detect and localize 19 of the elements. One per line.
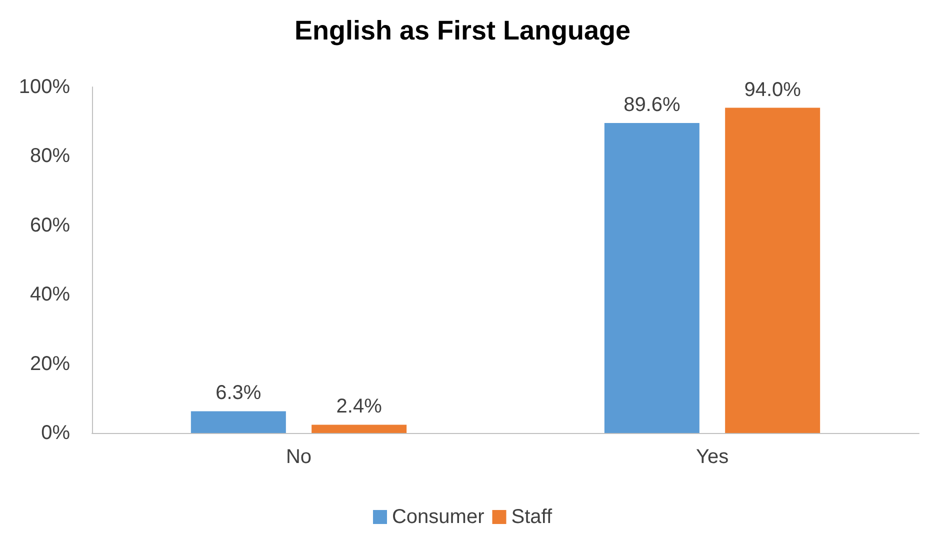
y-tick-label: 100% [18, 76, 70, 98]
bar [604, 122, 700, 433]
x-tick-label: No [286, 446, 312, 468]
bar [190, 411, 286, 433]
chart-title: English as First Language [294, 16, 631, 46]
bar [725, 108, 820, 433]
y-tick-label: 80% [30, 145, 70, 168]
y-tick-label: 40% [30, 284, 70, 306]
bar [312, 424, 407, 433]
data-label: 89.6% [624, 94, 680, 116]
data-label: 6.3% [216, 382, 262, 404]
legend-label: Staff [511, 506, 552, 528]
y-tick-label: 0% [41, 422, 70, 444]
legend-label: Consumer [392, 506, 485, 528]
y-tick-label: 60% [30, 214, 70, 236]
y-tick-label: 20% [30, 352, 70, 375]
data-label: 94.0% [744, 78, 802, 101]
x-tick-label: Yes [696, 446, 729, 468]
data-label: 2.4% [336, 396, 382, 418]
